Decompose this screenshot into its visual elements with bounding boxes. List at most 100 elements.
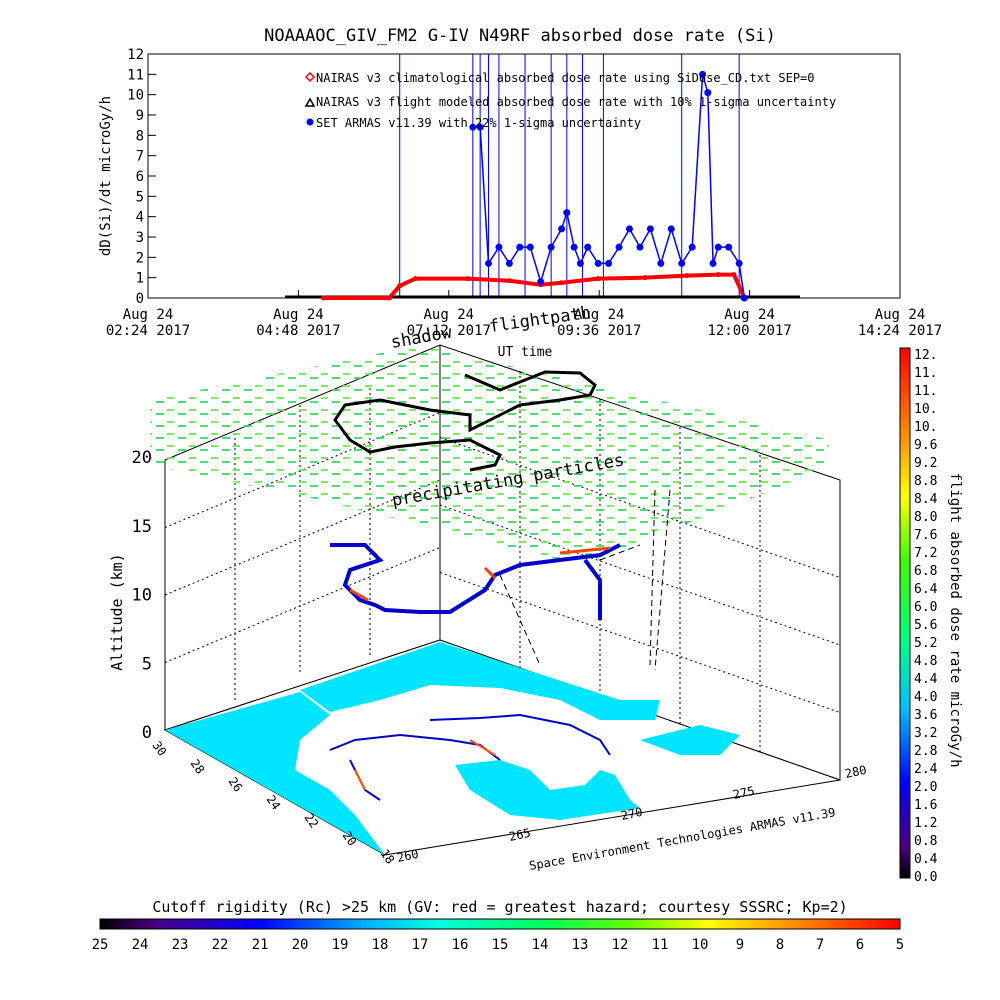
armas-point xyxy=(714,243,722,251)
shadow-flightpath xyxy=(333,370,597,472)
armas-point xyxy=(594,259,602,267)
altitude-ticks: 0 5 10 15 20 xyxy=(132,448,152,743)
x-tick-label-date: Aug 24 xyxy=(424,307,475,323)
armas-point xyxy=(605,259,613,267)
nairas-point xyxy=(412,276,418,282)
longitude-ticks: 260 265 270 275 280 xyxy=(396,763,868,865)
latitude-ticks: 30 28 26 24 22 20 18 xyxy=(150,739,398,867)
armas-point xyxy=(667,225,675,233)
bottom-colorbar-tick-label: 22 xyxy=(212,937,229,953)
right-colorbar-tick-label: 5.6 xyxy=(914,618,937,633)
top-chart: NOAAAOC_GIV_FM2 G-IV N49RF absorbed dose… xyxy=(98,26,942,360)
right-colorbar-tick-label: 3.6 xyxy=(914,708,937,723)
nairas-climatological-series xyxy=(320,272,747,301)
altitude-tick-label: 10 xyxy=(132,586,152,606)
right-colorbar-label: flight absorbed dose rate microGy/h xyxy=(947,472,963,767)
right-colorbar-tick-label: 6.4 xyxy=(914,582,938,597)
armas-point xyxy=(735,259,743,267)
bottom-colorbar-tick-label: 13 xyxy=(572,937,589,953)
armas-point xyxy=(563,209,571,217)
y-tick-label: 2 xyxy=(136,250,144,266)
bottom-colorbar-tick-label: 10 xyxy=(692,937,709,953)
y-tick-label: 9 xyxy=(136,108,144,124)
x-tick-label-date: Aug 24 xyxy=(574,307,625,323)
armas-point xyxy=(615,243,623,251)
altitude-tick-label: 20 xyxy=(132,448,152,468)
altitude-tick-label: 0 xyxy=(142,723,152,743)
land-region-west xyxy=(165,692,385,855)
top-chart-ylabel: dD(Si)/dt microGy/h xyxy=(98,96,114,256)
latitude-tick-label: 20 xyxy=(340,829,360,849)
right-colorbar-tick-label: 8.4 xyxy=(914,492,938,507)
right-colorbar-ramp xyxy=(899,347,911,879)
land-region-north xyxy=(300,642,660,720)
right-colorbar-tick-label: 2.4 xyxy=(914,762,938,777)
armas-point xyxy=(469,123,477,131)
nairas-point xyxy=(595,276,601,282)
grid-line xyxy=(164,547,441,663)
right-colorbar-tick-label: 2.0 xyxy=(914,780,937,795)
armas-point xyxy=(476,123,484,131)
x-tick-label-date: Aug 24 xyxy=(273,307,324,323)
right-colorbar-tick-label: 11. xyxy=(914,366,937,381)
bottom-colorbar-ramp xyxy=(99,918,901,930)
legend-diamond-marker xyxy=(304,71,316,83)
ground-flightpath-hot xyxy=(354,739,496,791)
right-colorbar-tick-label: 7.2 xyxy=(914,546,937,561)
y-tick-label: 12 xyxy=(127,47,144,63)
x-tick-label-date: Aug 24 xyxy=(724,307,775,323)
longitude-tick-label: 270 xyxy=(620,805,644,823)
armas-point xyxy=(537,278,545,286)
top-chart-xlabel: UT time xyxy=(498,345,553,360)
armas-point xyxy=(625,225,633,233)
latitude-tick-label: 18 xyxy=(378,847,398,867)
right-colorbar-tick-label: 12. xyxy=(914,348,937,363)
right-colorbar-tick-label: 6.0 xyxy=(914,600,937,615)
latitude-tick-label: 28 xyxy=(188,757,208,777)
right-colorbar-tick-label: 8.8 xyxy=(914,474,937,489)
x-tick-label-date: Aug 24 xyxy=(123,307,174,323)
altitude-tick-label: 5 xyxy=(142,654,152,674)
longitude-tick-label: 265 xyxy=(508,826,532,844)
bottom-colorbar-tick-label: 23 xyxy=(172,937,189,953)
x-tick-label-time: 12:00 2017 xyxy=(707,323,791,339)
armas-point xyxy=(646,225,654,233)
armas-point xyxy=(704,89,712,97)
bottom-colorbar-tick-label: 21 xyxy=(252,937,269,953)
nairas-point xyxy=(320,295,326,301)
right-colorbar-tick-label: 9.6 xyxy=(914,438,937,453)
top-chart-title: NOAAAOC_GIV_FM2 G-IV N49RF absorbed dose… xyxy=(264,26,776,46)
longitude-tick-label: 260 xyxy=(396,847,420,865)
land-region-peninsula xyxy=(455,760,640,820)
bottom-colorbar-tick-label: 15 xyxy=(492,937,509,953)
bottom-colorbar-tick-label: 7 xyxy=(816,937,824,953)
nairas-point xyxy=(731,272,737,278)
armas-point xyxy=(576,259,584,267)
x-tick-label-date: Aug 24 xyxy=(875,307,926,323)
armas-point xyxy=(709,259,717,267)
y-tick-label: 11 xyxy=(127,67,144,83)
latitude-tick-label: 22 xyxy=(302,811,322,831)
armas-spike-lines xyxy=(399,54,740,298)
armas-point xyxy=(657,259,665,267)
precipitating-particle-layer xyxy=(150,345,830,565)
armas-point xyxy=(570,243,578,251)
right-colorbar-tick-label: 4.4 xyxy=(914,672,938,687)
latitude-tick-label: 30 xyxy=(150,739,170,759)
x-tick-label-time: 07:12 2017 xyxy=(407,323,491,339)
bottom-colorbar-tick-label: 6 xyxy=(856,937,864,953)
right-colorbar-tick-label: 0.0 xyxy=(914,870,937,885)
right-colorbar-tick-label: 0.8 xyxy=(914,834,937,849)
longitude-tick-label: 280 xyxy=(844,763,868,781)
bottom-colorbar-tick-label: 12 xyxy=(612,937,629,953)
right-colorbar-tick-label: 8.0 xyxy=(914,510,937,525)
right-colorbar-tick-label: 3.2 xyxy=(914,726,937,741)
bottom-colorbar-tick-label: 25 xyxy=(92,937,109,953)
y-tick-label: 7 xyxy=(136,149,144,165)
y-tick-label: 4 xyxy=(136,210,144,226)
right-colorbar-tick-label: 1.6 xyxy=(914,798,937,813)
nairas-point xyxy=(397,283,403,289)
top-chart-legend: NAIRAS v3 climatological absorbed dose r… xyxy=(304,71,836,130)
armas-series xyxy=(469,70,748,302)
